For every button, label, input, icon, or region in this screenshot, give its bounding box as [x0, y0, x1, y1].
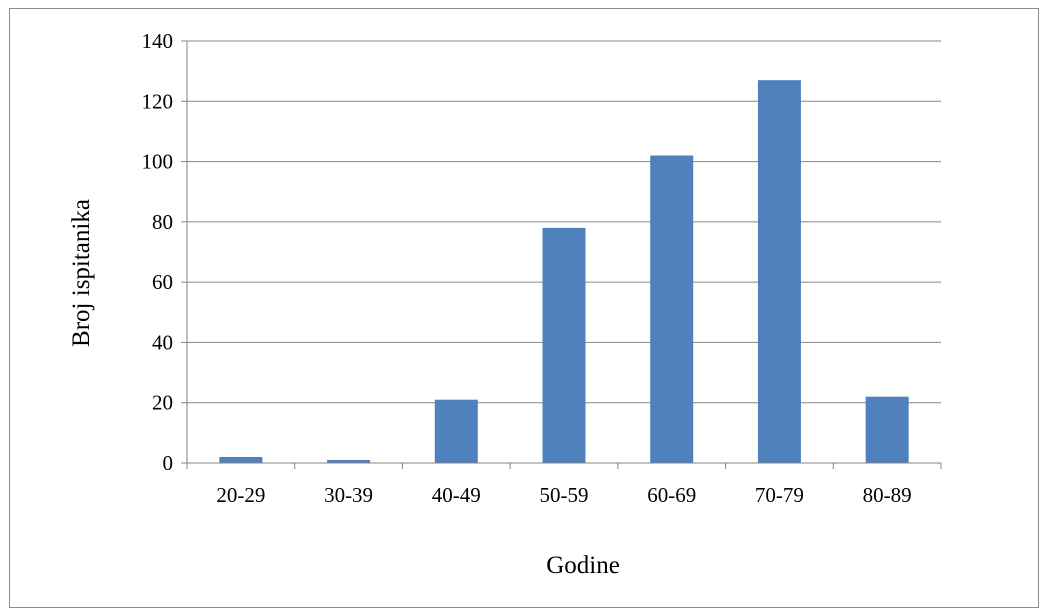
bar — [650, 155, 694, 464]
bar — [757, 80, 801, 463]
bar — [219, 456, 263, 463]
y-tick-label: 80 — [152, 210, 173, 234]
y-tick-labels: 0 20 40 60 80 100 120 140 — [142, 29, 174, 475]
y-tick-label: 100 — [142, 150, 174, 174]
y-tick-label: 20 — [152, 391, 173, 415]
x-tick-label: 40-49 — [432, 483, 481, 507]
chart-frame — [9, 8, 1039, 608]
x-tick-label: 20-29 — [216, 483, 265, 507]
y-tick-label: 40 — [152, 330, 173, 354]
y-axis-title: Broj ispitanika — [68, 199, 95, 347]
x-tick-label: 30-39 — [324, 483, 373, 507]
x-tick-labels: 20-29 30-39 40-49 50-59 60-69 70-79 80-89 — [216, 483, 911, 507]
gridlines — [187, 40, 941, 404]
y-tick-label: 0 — [163, 451, 174, 475]
bars — [219, 80, 909, 464]
x-tick-label: 80-89 — [863, 483, 912, 507]
x-tick-label: 70-79 — [755, 483, 804, 507]
y-tick-label: 140 — [142, 29, 174, 53]
x-tick-label: 60-69 — [647, 483, 696, 507]
bar — [865, 396, 909, 463]
x-tick-label: 50-59 — [540, 483, 589, 507]
x-axis-title: Godine — [546, 552, 620, 579]
y-tick-label: 60 — [152, 270, 173, 294]
bar — [327, 459, 371, 463]
bar — [434, 399, 478, 463]
axes — [181, 40, 942, 469]
y-tick-label: 120 — [142, 89, 174, 113]
bar — [542, 227, 586, 463]
